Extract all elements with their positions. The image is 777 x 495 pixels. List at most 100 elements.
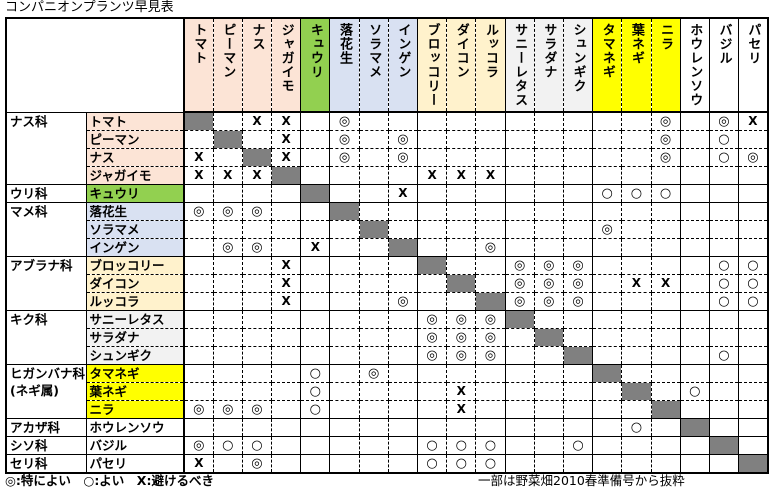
empty-cell	[592, 274, 623, 293]
mark-good: ○	[708, 256, 740, 275]
empty-cell	[679, 202, 710, 221]
diagonal-cell	[212, 130, 243, 149]
empty-cell	[271, 220, 302, 239]
empty-cell	[212, 220, 243, 239]
column-header-label: バジル	[716, 23, 732, 65]
diagonal-cell	[679, 418, 710, 437]
column-header: タマネギ	[592, 18, 623, 113]
row-plant-name: パセリ	[85, 454, 185, 474]
empty-cell	[650, 310, 681, 329]
empty-cell	[679, 256, 710, 275]
empty-cell	[679, 346, 710, 365]
empty-cell	[562, 184, 594, 203]
mark-best: ◎	[329, 130, 360, 149]
mark-best: ◎	[533, 274, 564, 293]
empty-cell	[562, 310, 594, 329]
empty-cell	[358, 436, 389, 455]
diagonal-cell	[271, 166, 302, 185]
row-plant-name: シュンギク	[85, 346, 185, 365]
column-header: シュンギク	[562, 18, 594, 113]
empty-cell	[738, 202, 769, 221]
empty-cell	[504, 184, 535, 203]
mark-best: ◎	[533, 292, 564, 311]
diagonal-cell	[592, 364, 623, 383]
legend: ◎:特によい ○:よい X:避けるべき	[5, 473, 214, 488]
family-label: キク科	[6, 310, 87, 365]
mark-good: ○	[446, 454, 477, 474]
empty-cell	[592, 238, 623, 257]
mark-good: ○	[708, 148, 740, 167]
diagonal-cell	[416, 256, 448, 275]
empty-cell	[562, 364, 594, 383]
empty-cell	[358, 454, 389, 474]
empty-cell	[592, 328, 623, 347]
column-header-label: ソラマメ	[366, 23, 382, 79]
empty-cell	[446, 184, 477, 203]
empty-cell	[329, 310, 360, 329]
empty-cell	[708, 364, 740, 383]
empty-cell	[416, 130, 448, 149]
empty-cell	[446, 364, 477, 383]
empty-cell	[738, 238, 769, 257]
empty-cell	[504, 346, 535, 365]
empty-cell	[621, 220, 652, 239]
table-row: ピーマン X ◎ ◎ ◎ ○	[6, 130, 769, 149]
empty-cell	[271, 346, 302, 365]
empty-cell	[241, 184, 273, 203]
empty-cell	[329, 436, 360, 455]
empty-cell	[650, 346, 681, 365]
empty-cell	[300, 436, 331, 455]
table-row: セリ科 パセリ X ◎ ○ ○ ○	[6, 454, 769, 474]
empty-cell	[621, 346, 652, 365]
empty-cell	[533, 166, 564, 185]
mark-best: ◎	[329, 111, 360, 131]
empty-cell	[416, 418, 448, 437]
diagonal-cell	[300, 184, 331, 203]
empty-cell	[533, 400, 564, 419]
empty-cell	[271, 418, 302, 437]
column-header: パセリ	[738, 18, 769, 113]
mark-best: ◎	[416, 328, 448, 347]
mark-best: ◎	[358, 364, 389, 383]
empty-cell	[679, 454, 710, 474]
empty-cell	[504, 454, 535, 474]
empty-cell	[533, 148, 564, 167]
mark-best: ◎	[387, 148, 419, 167]
empty-cell	[241, 382, 273, 401]
column-header: サニーレタス	[504, 18, 535, 113]
family-label: ヒガンバナ科 (ネギ属)	[6, 364, 87, 419]
empty-cell	[329, 328, 360, 347]
mark-avoid: X	[387, 184, 419, 203]
empty-cell	[650, 292, 681, 311]
empty-cell	[183, 310, 214, 329]
empty-cell	[708, 220, 740, 239]
table-row: 葉ネギ ○ X ○	[6, 382, 769, 401]
empty-cell	[416, 364, 448, 383]
empty-cell	[416, 111, 448, 131]
empty-cell	[387, 220, 419, 239]
empty-cell	[738, 436, 769, 455]
empty-cell	[271, 184, 302, 203]
empty-cell	[358, 202, 389, 221]
empty-cell	[621, 328, 652, 347]
column-header-label: ブロッコリー	[424, 23, 440, 107]
mark-best: ◎	[183, 400, 214, 419]
empty-cell	[358, 382, 389, 401]
empty-cell	[738, 418, 769, 437]
table-row: ウリ科 キュウリ X ○ ○ ○	[6, 184, 769, 203]
mark-good: ○	[300, 382, 331, 401]
column-header: トマト	[183, 18, 214, 113]
column-header-label: ナス	[249, 23, 265, 51]
empty-cell	[650, 454, 681, 474]
mark-best: ◎	[504, 274, 535, 293]
empty-cell	[562, 111, 594, 131]
mark-good: ○	[621, 418, 652, 437]
mark-avoid: X	[446, 166, 477, 185]
empty-cell	[621, 166, 652, 185]
empty-cell	[738, 166, 769, 185]
column-header-label: キュウリ	[307, 23, 323, 79]
column-header: ダイコン	[446, 18, 477, 113]
empty-cell	[446, 111, 477, 131]
empty-cell	[212, 148, 243, 167]
empty-cell	[241, 346, 273, 365]
